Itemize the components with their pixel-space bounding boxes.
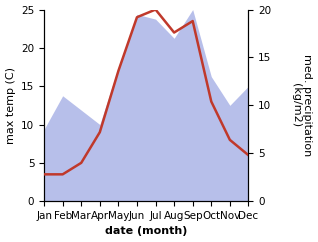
Y-axis label: max temp (C): max temp (C) (5, 67, 16, 144)
Y-axis label: med. precipitation
(kg/m2): med. precipitation (kg/m2) (291, 54, 313, 157)
X-axis label: date (month): date (month) (105, 227, 187, 236)
